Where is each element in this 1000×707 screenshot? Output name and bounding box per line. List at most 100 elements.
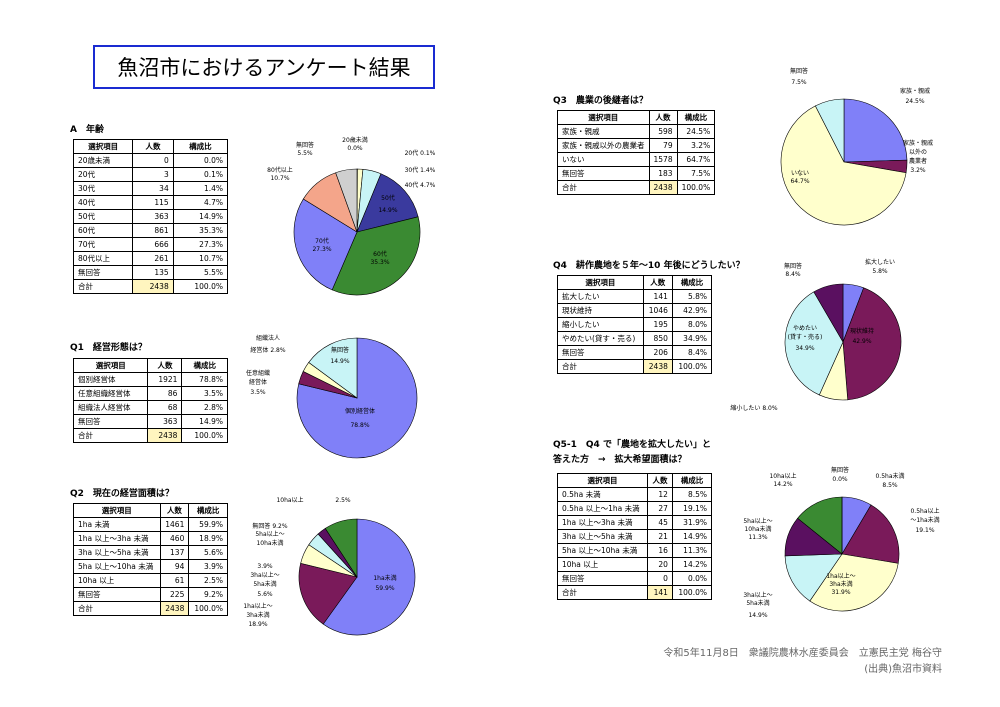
cell-ratio: 100.0% bbox=[172, 279, 229, 294]
pie-data-label: 20歳未満 bbox=[342, 136, 368, 144]
table-header-row: 選択項目 人数 構成比 bbox=[73, 503, 228, 518]
cell-ratio: 14.9% bbox=[181, 414, 228, 429]
pie-data-label: 個別経営体 bbox=[345, 407, 375, 415]
cell-label: 40代 bbox=[72, 195, 134, 210]
cell-ratio: 7.5% bbox=[676, 166, 716, 181]
pie-data-label: 10ha未満 bbox=[256, 539, 283, 547]
pie-data-label: 14.9% bbox=[748, 612, 767, 619]
table-row: 1ha 未満 1461 59.9% bbox=[73, 517, 228, 532]
cell-ratio: 78.8% bbox=[181, 372, 228, 387]
pie-data-label: やめたい bbox=[793, 324, 817, 332]
pie-slice bbox=[842, 287, 902, 401]
cell-count: 27 bbox=[647, 501, 673, 516]
table-header-row: 選択項目 人数 構成比 bbox=[557, 110, 716, 125]
table-total-row: 合計 2438 100.0% bbox=[72, 279, 229, 294]
cell-label: 現状維持 bbox=[557, 303, 644, 318]
cell-ratio: 100.0% bbox=[671, 585, 713, 600]
pie-data-label: 3ha未満 bbox=[829, 580, 852, 588]
cell-ratio: 59.9% bbox=[188, 517, 228, 532]
table-row: 拡大したい 141 5.8% bbox=[557, 289, 713, 304]
cell-label: 1ha 未満 bbox=[73, 517, 161, 532]
table-row: 無回答 183 7.5% bbox=[557, 166, 716, 181]
cell-label: 10ha 以上 bbox=[73, 573, 161, 588]
cell-ratio: 5.8% bbox=[671, 289, 713, 304]
column-header-ratio: 構成比 bbox=[172, 139, 229, 154]
section-title-q5: Q5-1 Q4 で「農地を拡大したい」と bbox=[553, 440, 711, 450]
table-row: 3ha 以上～5ha 未満 21 14.9% bbox=[557, 529, 713, 544]
pie-data-label: 5ha以上～ bbox=[743, 517, 772, 525]
pie-slice bbox=[841, 504, 900, 564]
cell-count: 183 bbox=[648, 166, 678, 181]
q4-table: 選択項目 人数 構成比 拡大したい 141 5.8% 現状維持 1046 42.9% 縮小したい 1… bbox=[557, 275, 713, 374]
cell-count: 12 bbox=[647, 487, 673, 502]
cell-count: 86 bbox=[147, 386, 183, 401]
pie-data-label: ～1ha未満 bbox=[910, 516, 939, 524]
pie-data-label: 0.0% bbox=[832, 476, 848, 483]
cell-ratio: 2.5% bbox=[188, 573, 228, 588]
pie-data-label: 50代 bbox=[381, 194, 395, 202]
cell-label: 合計 bbox=[557, 585, 648, 600]
pie-data-label: 無回答 bbox=[790, 67, 808, 75]
pie-data-label: 8.4% bbox=[785, 271, 801, 278]
pie-data-label: 3ha以上～ bbox=[743, 591, 772, 599]
cell-count: 21 bbox=[647, 529, 673, 544]
section-title-q3: Q3 農業の後継者は？ bbox=[553, 96, 648, 106]
cell-label: 組織法人経営体 bbox=[72, 400, 149, 415]
cell-label: 個別経営体 bbox=[72, 372, 149, 387]
cell-ratio: 14.9% bbox=[172, 209, 229, 224]
section-title-age: A 年齢 bbox=[70, 125, 104, 135]
pie-slice bbox=[784, 553, 843, 602]
pie-data-label: 42.9% bbox=[852, 338, 871, 345]
cell-ratio: 8.0% bbox=[671, 317, 713, 332]
pie-slice bbox=[813, 283, 844, 344]
cell-label: 無回答 bbox=[557, 571, 648, 586]
pie-data-label: 20代 0.1% bbox=[405, 149, 436, 157]
cell-ratio: 18.9% bbox=[188, 531, 228, 546]
pie-data-label: 18.9% bbox=[248, 621, 267, 628]
column-header-count: 人数 bbox=[647, 473, 673, 488]
cell-ratio: 14.2% bbox=[671, 557, 713, 572]
cell-count: 460 bbox=[159, 531, 190, 546]
cell-count: 666 bbox=[132, 237, 174, 252]
pie-data-label: 5.8% bbox=[872, 268, 888, 275]
pie-data-label: 10ha以上 bbox=[769, 472, 796, 480]
table-row: いない 1578 64.7% bbox=[557, 152, 716, 167]
pie-data-label: 27.3% bbox=[312, 246, 331, 253]
cell-count: 261 bbox=[132, 251, 174, 266]
cell-label: 80代以上 bbox=[72, 251, 134, 266]
pie-data-label: 家族・親戚 bbox=[900, 87, 930, 95]
pie-slice bbox=[331, 216, 421, 296]
table-total-row: 合計 2438 100.0% bbox=[557, 180, 716, 195]
pie-data-label: 5.6% bbox=[257, 591, 273, 598]
cell-count: 1046 bbox=[642, 303, 673, 318]
table-row: 10ha 以上 61 2.5% bbox=[73, 573, 228, 588]
pie-data-label: 3.2% bbox=[910, 167, 926, 174]
cell-count: 45 bbox=[647, 515, 673, 530]
cell-count: 0 bbox=[647, 571, 673, 586]
pie-data-label: 農業者 bbox=[909, 157, 927, 165]
pie-data-label: 0.5ha未満 bbox=[875, 472, 904, 480]
pie-slice bbox=[843, 98, 908, 163]
cell-ratio: 24.5% bbox=[676, 124, 716, 139]
table-row: 1ha 以上～3ha 未満 45 31.9% bbox=[557, 515, 713, 530]
column-header-count: 人数 bbox=[159, 503, 190, 518]
pie-data-label: 無回答 9.2% bbox=[252, 522, 287, 530]
cell-ratio: 100.0% bbox=[188, 601, 228, 616]
q1-pie-chart: 組織法人経営体 2.8% 任意組織経営体 3.5% 無回答 14.9% 個別経営体 78.8… bbox=[246, 334, 418, 459]
cell-count: 34 bbox=[132, 181, 174, 196]
cell-ratio: 0.0% bbox=[671, 571, 713, 586]
pie-data-label: 3ha以上～ bbox=[250, 571, 279, 579]
column-header-item: 選択項目 bbox=[557, 110, 650, 125]
cell-label: 合計 bbox=[557, 180, 650, 195]
table-row: 無回答 225 9.2% bbox=[73, 587, 228, 602]
column-header-ratio: 構成比 bbox=[671, 275, 713, 290]
pie-data-label: 60代 bbox=[373, 250, 387, 258]
column-header-item: 選択項目 bbox=[72, 358, 149, 373]
pie-data-label: 5ha以上～ bbox=[255, 530, 284, 538]
cell-ratio: 35.3% bbox=[172, 223, 229, 238]
pie-data-label: 組織法人 bbox=[256, 334, 280, 342]
table-row: 無回答 363 14.9% bbox=[72, 414, 228, 429]
cell-count: 2438 bbox=[132, 279, 174, 294]
